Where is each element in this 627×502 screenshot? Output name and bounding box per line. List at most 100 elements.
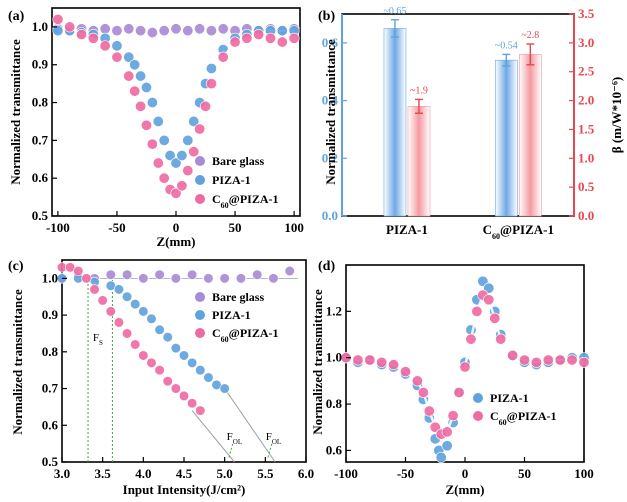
data-point: [99, 23, 111, 35]
data-point: [170, 383, 181, 394]
x-tick-label: 50: [229, 220, 242, 235]
legend-marker-bare-glass: [195, 156, 205, 166]
bar-beta: [519, 54, 542, 217]
data-point: [200, 100, 212, 112]
data-point: [113, 317, 125, 328]
data-point: [105, 306, 116, 317]
y-tick-label: 1.0: [32, 19, 48, 34]
data-point: [441, 426, 453, 438]
data-point: [276, 36, 288, 48]
y-tick-label: 0.4: [322, 93, 339, 108]
panel-d-xlabel: Z(mm): [446, 482, 485, 497]
data-point: [276, 25, 288, 37]
x-tick-label: 100: [284, 220, 304, 235]
x-tick-label: 6.0: [298, 466, 314, 481]
data-point: [364, 354, 376, 366]
data-point: [578, 356, 590, 368]
data-point: [123, 51, 135, 63]
data-point: [411, 375, 423, 387]
y-tick-label: 0.7: [32, 132, 49, 147]
y-tick-label: 0.6: [42, 417, 59, 432]
panel-a-ticks: -100 -50 0 50 100 0.5 0.6 0.7 0.8 0.9 1.0: [32, 19, 304, 235]
data-point: [187, 398, 198, 409]
y-tick-label: 1.0: [42, 270, 58, 285]
y2-tick-label: 0.5: [578, 179, 595, 194]
category-label: C60@PIZA-1: [483, 222, 554, 241]
data-point: [205, 78, 217, 90]
y2-tick-label: 3.0: [578, 35, 594, 50]
data-point: [170, 273, 181, 284]
data-point: [447, 410, 459, 422]
panel-d-ticks: -100 -50 0 50 100 0.6 0.8 1.0 1.2: [326, 303, 594, 481]
data-point: [76, 28, 88, 40]
data-point: [182, 25, 194, 37]
data-point: [507, 349, 519, 361]
x-tick-label: -50: [108, 220, 125, 235]
panel-b-label: (b): [318, 9, 335, 24]
data-point: [176, 180, 188, 192]
data-point: [146, 97, 158, 109]
data-point: [146, 138, 158, 150]
data-point: [352, 354, 364, 366]
data-point: [489, 312, 501, 324]
panel-b-plot-area: ~0.65 ~1.9 ~0.54~2.8: [383, 6, 542, 217]
data-point: [495, 333, 507, 345]
panel-b-y2label: β (m/W*10⁻⁶): [609, 77, 624, 153]
bar-value-label: ~1.9: [410, 85, 428, 96]
data-point: [154, 269, 165, 280]
legend-marker-bare-glass: [195, 292, 205, 302]
x-tick-label: 0: [173, 220, 180, 235]
panel-c-ylabel: Normalized transmittance: [10, 289, 25, 435]
y-tick-label: 1.0: [326, 350, 342, 365]
panel-d-label: (d): [318, 259, 335, 274]
legend-label-c60: C60@PIZA-1: [490, 409, 557, 427]
panel-c-ticks: 3.0 3.5 4.0 4.5 5.0 5.5 6.0 0.5 0.6 0.7 0.8 0.9 1.0: [42, 270, 314, 481]
y-tick-label: 0.5: [32, 208, 49, 223]
data-point: [170, 343, 181, 354]
data-point: [121, 269, 133, 280]
data-point: [146, 357, 157, 368]
data-point: [64, 21, 76, 33]
data-point: [162, 332, 173, 343]
data-point: [162, 376, 173, 387]
data-point: [140, 81, 152, 93]
data-point: [130, 298, 141, 310]
y2-tick-label: 1.5: [578, 121, 595, 136]
data-point: [194, 123, 206, 135]
data-point: [121, 291, 133, 302]
y-tick-label: 0.5: [42, 454, 59, 469]
data-point: [129, 85, 141, 97]
data-point: [566, 354, 578, 366]
data-point: [154, 365, 165, 376]
y2-tick-label: 1.0: [578, 150, 594, 165]
bar-value-label: ~0.65: [383, 6, 406, 17]
panel-a-ylabel: Normalized transmittance: [8, 39, 23, 185]
data-point: [417, 386, 429, 398]
y-tick-label: 0.6: [32, 170, 49, 185]
data-point: [140, 119, 152, 131]
legend-label-c60: C60@PIZA-1: [212, 192, 279, 210]
fit-line: [57, 29, 295, 166]
y-tick-label: 0.8: [326, 396, 343, 411]
panel-b-ticks: PIZA-1 C60@PIZA-1 0.0 0.2 0.4 0.6 0.0 0.5 1.0 1.5…: [322, 6, 595, 241]
fol-arrow: [267, 443, 273, 459]
bar-transmittance: [495, 59, 518, 217]
data-point: [111, 25, 123, 37]
data-point: [203, 273, 214, 284]
data-point: [164, 149, 176, 161]
fit-line: [345, 293, 585, 436]
fs-annotation: FS: [93, 332, 103, 347]
data-point: [205, 25, 217, 37]
data-point: [178, 390, 190, 401]
legend-marker-c60: [195, 194, 205, 204]
data-point: [241, 32, 253, 44]
data-point: [423, 405, 435, 417]
panel-c-legend: Bare glass PIZA-1 C60@PIZA-1: [195, 290, 279, 344]
legend-label-c60: C60@PIZA-1: [212, 326, 279, 344]
panel-c-xlabel: Input Intensity(J/cm²): [123, 482, 246, 497]
data-point: [89, 284, 100, 295]
data-point: [73, 265, 84, 277]
panel-b: (b) ~0.65 ~1.9 ~0.54~2.8 PIZA-1 C60@PIZA-1 0…: [318, 6, 624, 241]
data-point: [138, 273, 149, 284]
y2-tick-label: 2.5: [578, 64, 595, 79]
